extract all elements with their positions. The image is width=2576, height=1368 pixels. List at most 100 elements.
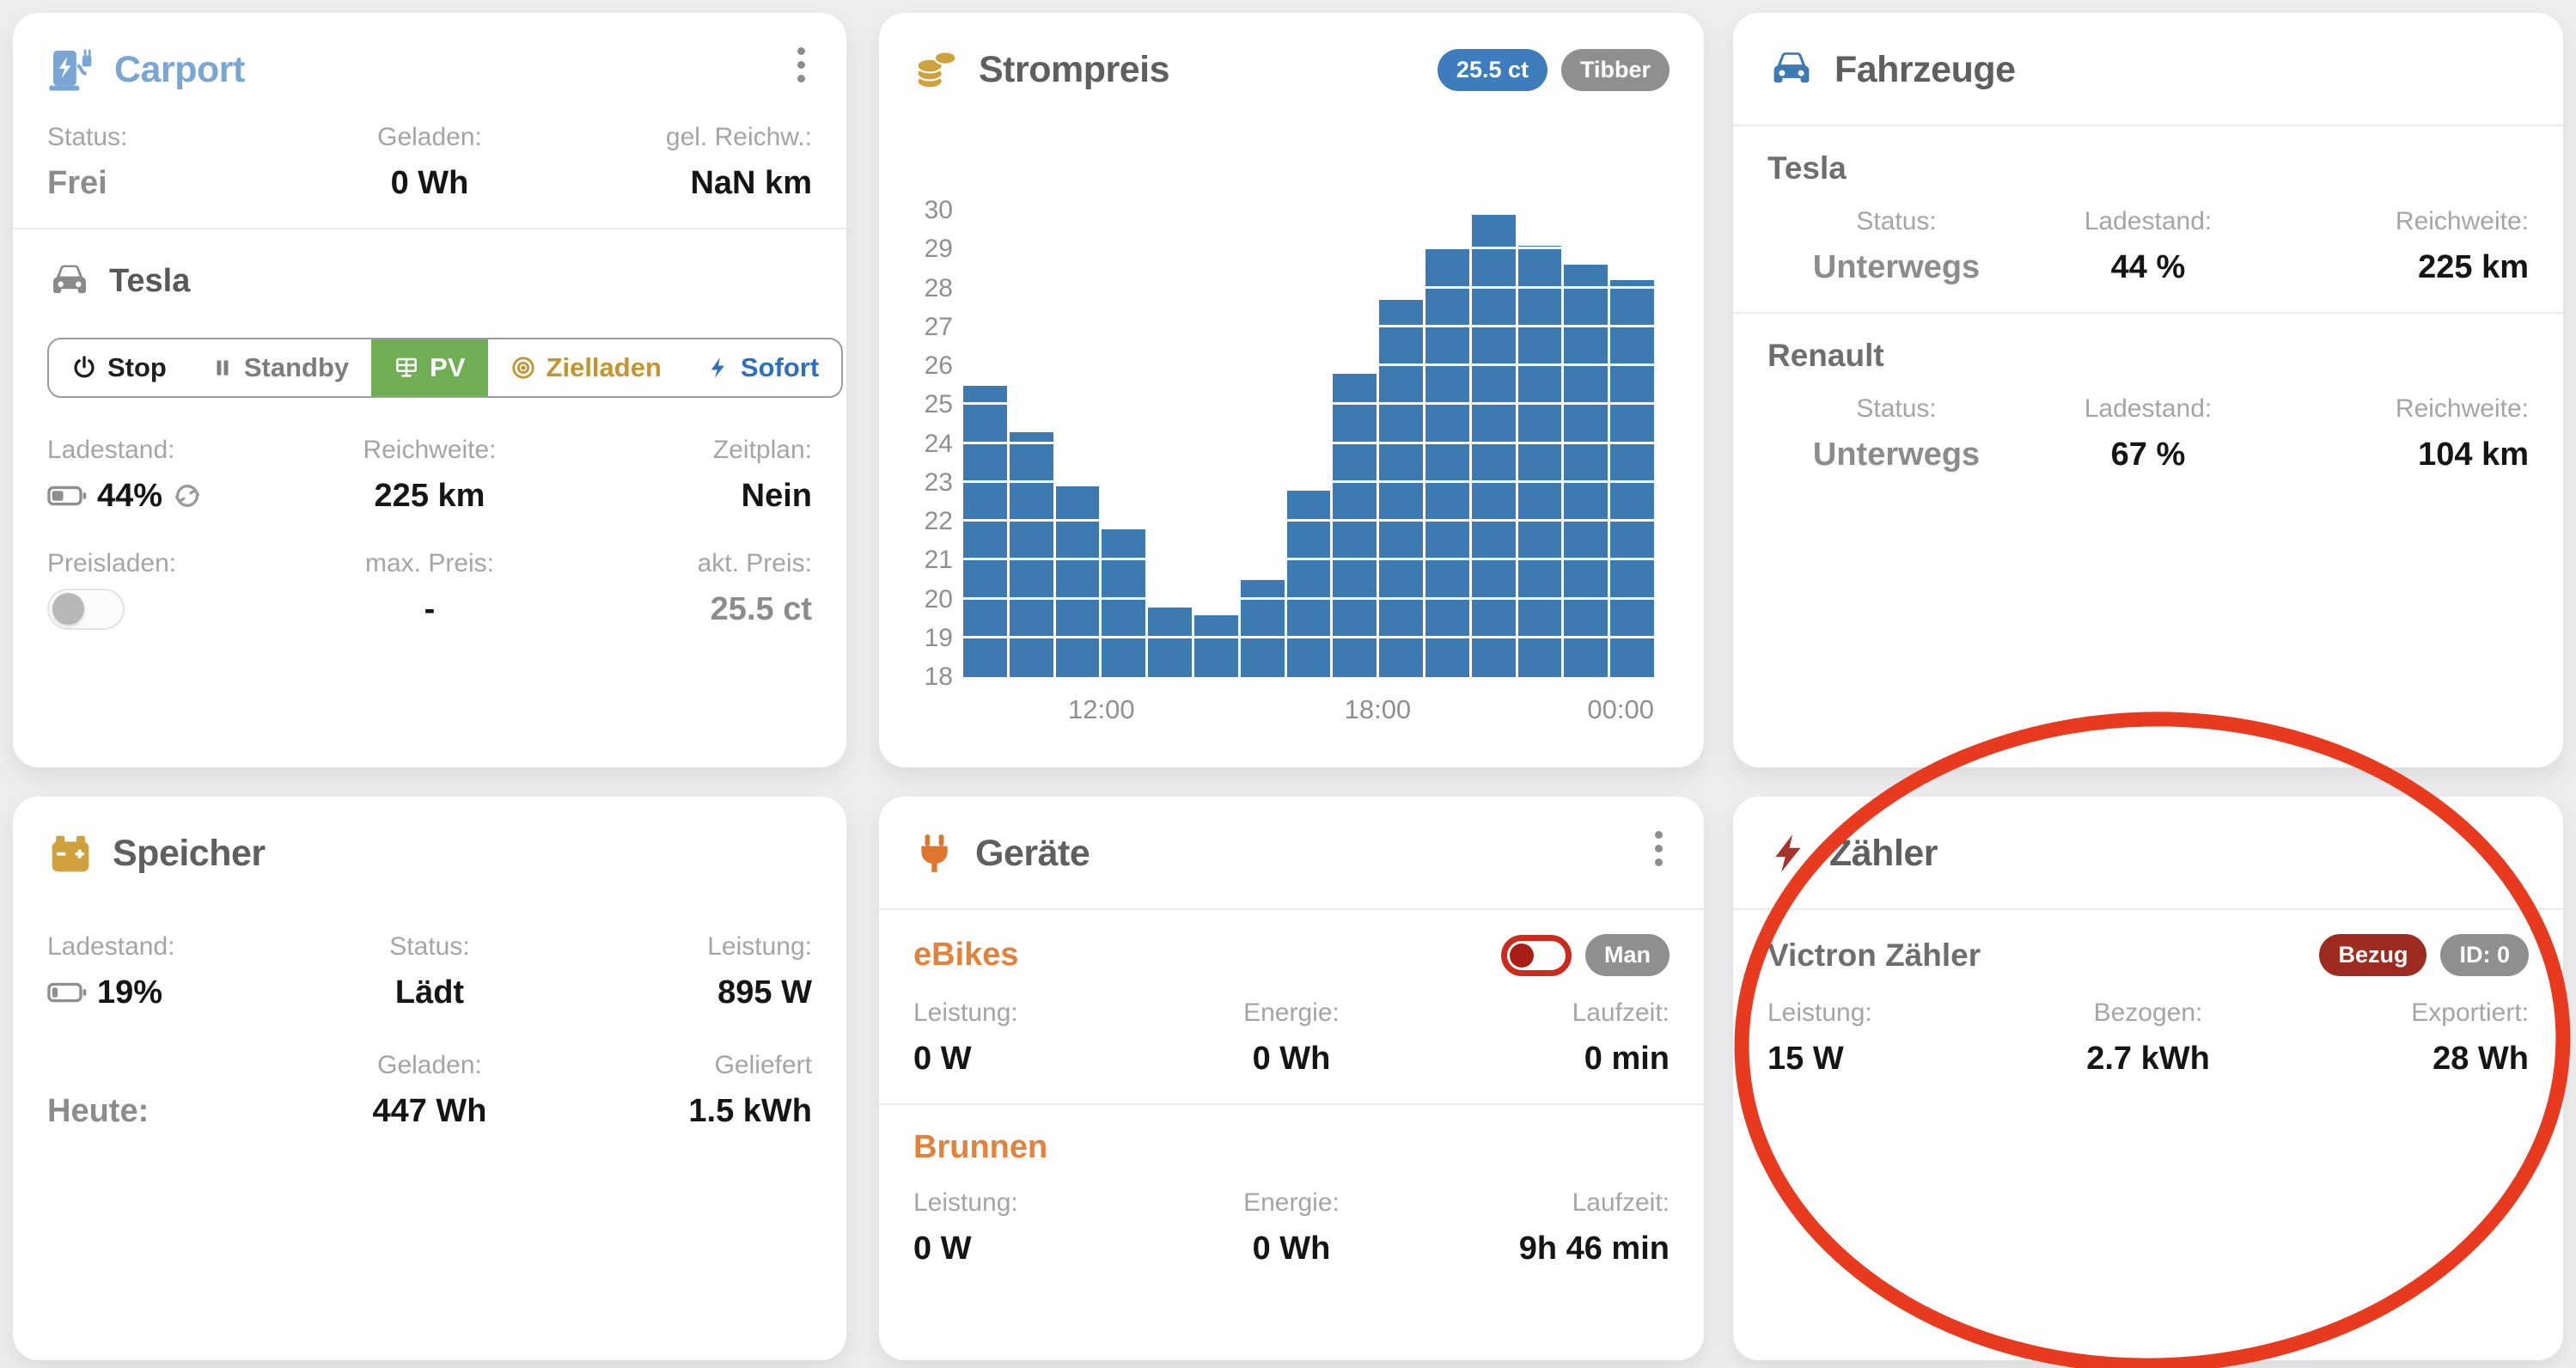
x-tick-label: 00:00 [1587,694,1654,724]
price-bar [1193,614,1238,677]
carport-title: Carport [114,48,245,90]
price-chart-xaxis: 12:00 18:00 00:00 [963,691,1654,725]
vehicle-name: Tesla [1767,150,1847,186]
battery-storage-icon [47,830,94,876]
y-tick-label: 25 [924,390,953,419]
battery-icon [47,483,87,509]
speicher-stat-ladestand: Ladestand: 19% [47,932,175,1011]
price-chart: 18 19 20 21 22 23 24 25 26 27 28 29 30 12:00 18:00 00:… [920,196,1654,724]
price-chart-yaxis: 18 19 20 21 22 23 24 25 26 27 28 29 30 [920,196,958,691]
vehicle-row-renault: Renault Status: Unterwegs Ladestand: 67 … [1767,338,2529,473]
bolt-icon [706,356,730,380]
x-tick-label: 12:00 [1068,694,1135,724]
geraete-menu-button[interactable] [1648,822,1670,875]
solar-panel-icon [394,355,419,381]
geraete-divider-2 [879,1103,1704,1105]
power-icon [71,355,97,381]
plug-icon [913,830,956,876]
pause-icon [211,357,234,379]
vehicle-name: Renault [1767,338,1884,373]
max-preis-stat: max. Preis: - [364,549,494,627]
carport-stat-status: Status: Frei [47,123,128,201]
y-tick-label: 20 [924,584,953,614]
strompreis-title: Strompreis [979,48,1170,90]
mode-standby-button[interactable]: Standby [189,339,371,396]
refresh-icon[interactable] [173,481,202,510]
current-price-badge: 25.5 ct [1437,48,1547,91]
zaehler-title: Zähler [1829,832,1938,874]
fahrzeuge-divider-1 [1733,125,2563,126]
battery-icon [47,980,87,1005]
device-row-ebikes: eBikes Man Leistung: 0 W Energie: 0 Wh L… [913,934,1670,1079]
tariff-source-badge: Tibber [1560,48,1670,91]
car-blue-icon [1767,46,1816,94]
device-name: eBikes [913,937,1019,973]
price-chart-bars [963,211,1654,677]
preisladen-toggle[interactable] [47,589,125,630]
price-bar [1009,431,1053,677]
zaehler-divider [1733,908,2563,910]
y-tick-label: 18 [924,663,953,691]
price-bar [1517,245,1562,677]
mode-stop-button[interactable]: Stop [49,339,189,396]
fahrzeuge-card: Fahrzeuge Tesla Status: Unterwegs Ladest… [1733,13,2563,767]
price-bar [1240,579,1285,677]
y-tick-label: 27 [924,312,953,341]
geraete-divider-1 [879,908,1704,910]
y-tick-label: 28 [924,273,953,302]
price-bar [1564,265,1608,677]
speicher-stat-geliefert: Geliefert 1.5 kWh [688,1051,812,1129]
fahrzeuge-title: Fahrzeuge [1834,48,2016,90]
price-bar [1610,280,1654,677]
carport-stat-reichweite: gel. Reichw.: NaN km [665,123,812,201]
speicher-stat-status: Status: Lädt [389,932,470,1011]
fahrzeuge-divider-2 [1733,312,2563,314]
heute-row-label: Heute: [47,1092,150,1129]
device-name: Brunnen [913,1129,1048,1165]
carport-stat-geladen: Geladen: 0 Wh [377,123,482,201]
strompreis-card: Strompreis 25.5 ct Tibber 18 19 20 21 22 23 24… [879,13,1704,767]
akt-preis-stat: akt. Preis: 25.5 ct [697,549,812,627]
meter-row-victron: Victron Zähler Bezug ID: 0 Leistung: 15 … [1767,934,2529,1079]
tesla-section-title: Tesla [109,262,191,299]
target-icon [510,355,536,381]
price-bar [1102,529,1146,677]
mode-pv-button[interactable]: PV [371,339,488,396]
manual-mode-badge: Man [1585,934,1670,976]
zaehler-card: Zähler Victron Zähler Bezug ID: 0 Leistu… [1733,797,2563,1360]
speicher-title: Speicher [113,832,266,874]
price-bar [1148,607,1192,677]
car-icon [47,259,92,303]
price-bar [1055,486,1100,677]
coins-icon [913,46,960,93]
mode-sofort-button[interactable]: Sofort [684,339,841,396]
carport-card: Carport Status: Frei Geladen: 0 Wh gel. … [13,13,846,767]
vehicle-stat-ladestand: Ladestand: 44% [47,436,306,516]
ebikes-toggle[interactable] [1501,934,1572,976]
meter-name: Victron Zähler [1767,937,1981,973]
preisladen-stat: Preisladen: [47,549,306,630]
geraete-title: Geräte [975,832,1090,874]
y-tick-label: 19 [924,623,953,652]
charging-station-icon [47,46,95,94]
vehicle-stat-reichweite: Reichweite: 225 km [363,436,497,514]
speicher-stat-leistung: Leistung: 895 W [707,932,812,1011]
price-bar [1379,300,1423,677]
carport-divider [13,228,846,229]
meter-id-badge: ID: 0 [2440,934,2529,976]
geraete-card: Geräte eBikes Man Leistung: 0 W Energie:… [879,797,1704,1360]
mode-zielladen-button[interactable]: Zielladen [488,339,684,396]
bezug-badge: Bezug [2319,934,2427,976]
speicher-card: Speicher Ladestand: 19% Status: Lädt Lei… [13,797,846,1360]
y-tick-label: 24 [924,429,953,458]
price-bar [1471,214,1516,677]
y-tick-label: 23 [924,467,953,497]
speicher-stat-geladen: Geladen: 447 Wh [372,1051,487,1129]
meter-bolt-icon [1767,830,1810,876]
carport-menu-button[interactable] [791,39,812,91]
y-tick-label: 30 [924,196,953,224]
device-row-brunnen: Brunnen Leistung: 0 W Energie: 0 Wh Lauf… [913,1129,1670,1267]
price-bar [1425,249,1469,677]
charge-mode-group: Stop Standby PV Zielladen Sofort [47,338,844,398]
y-tick-label: 26 [924,351,953,380]
